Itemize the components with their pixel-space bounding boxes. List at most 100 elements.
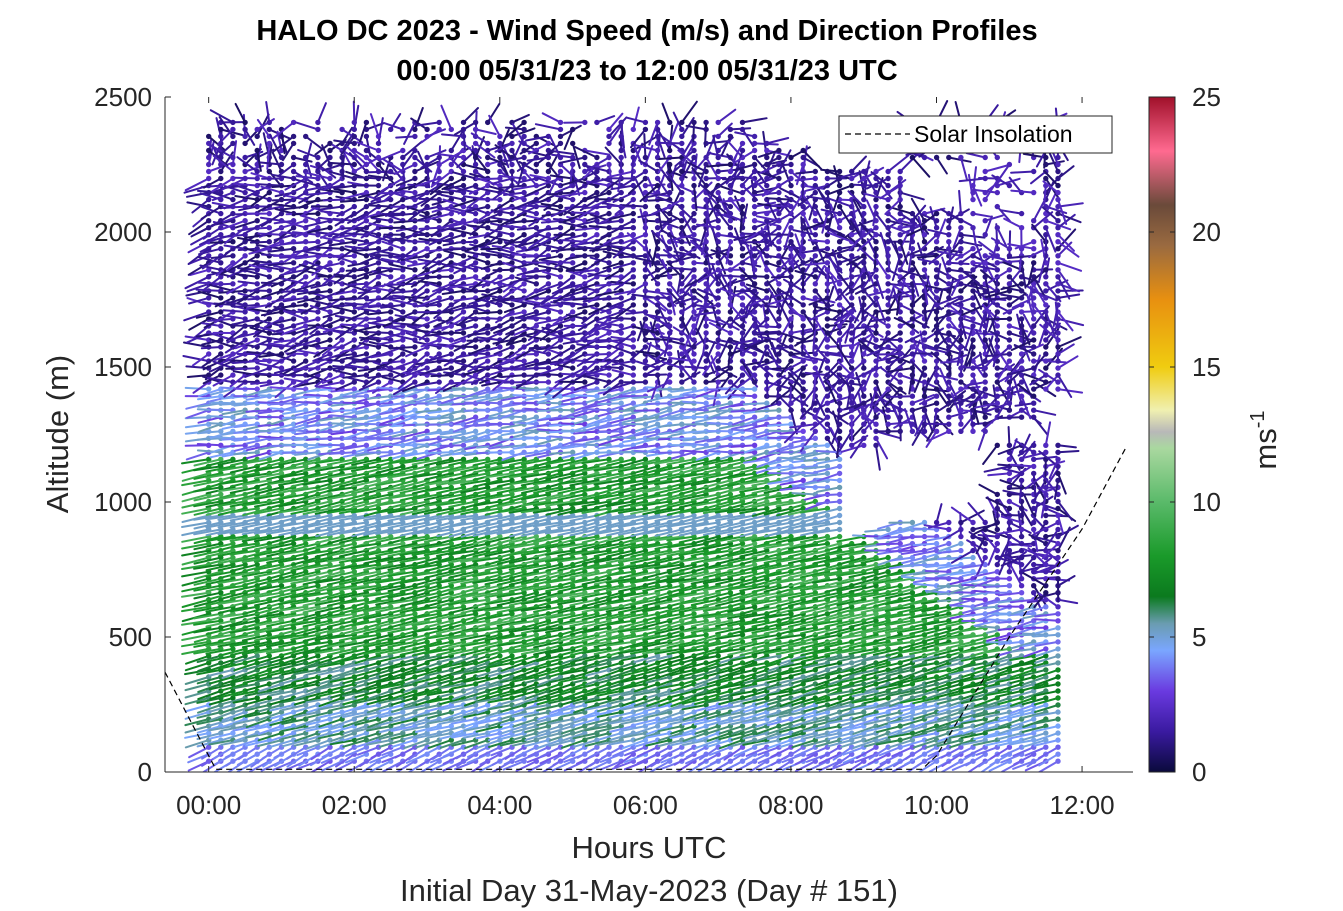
wind-barb-tail [193, 542, 222, 551]
wind-barb-tail [215, 117, 222, 138]
wind-barb-tail [193, 465, 222, 472]
wind-barb-tail [197, 690, 222, 701]
wind-barb-tail [212, 154, 234, 173]
wind-barb-tail [181, 472, 210, 482]
wind-barb-tail [193, 556, 222, 565]
wind-barb-tail [233, 387, 259, 391]
wind-barb-tail [220, 690, 247, 698]
wind-barb-point [375, 274, 382, 280]
wind-barb-tail [220, 353, 247, 364]
wind-barb-point [242, 576, 248, 582]
wind-barb-tail [330, 409, 356, 412]
wind-barb-point [412, 147, 418, 154]
wind-barb-tail [193, 486, 222, 493]
wind-barb-tail [233, 711, 259, 720]
wind-barb-tail [214, 310, 234, 324]
wind-barb-point [254, 147, 260, 154]
wind-barb-tail [193, 591, 222, 600]
wind-barb-point [218, 232, 224, 238]
wind-barb-tail [217, 612, 247, 619]
wind-barb-point [290, 140, 297, 147]
wind-barb-tail [181, 549, 210, 557]
wind-barb-tail [230, 563, 259, 573]
wind-barb-point [351, 119, 357, 126]
wind-barb-point [363, 351, 370, 357]
wind-barb-tail [221, 676, 247, 686]
wind-barb-tail [209, 711, 234, 722]
wind-barb-tail [229, 528, 259, 535]
wind-barb-tail [221, 314, 247, 320]
wind-barb-point [290, 274, 297, 280]
wind-barb-tail [181, 528, 210, 537]
wind-barb-tail [187, 261, 210, 276]
wind-barb-point [424, 316, 430, 322]
wind-barb-tail [237, 289, 259, 304]
wind-barb-tail [205, 591, 234, 601]
wind-barb-tail [249, 240, 271, 244]
wind-barb-tail [241, 542, 271, 551]
wind-barb-tail [229, 500, 259, 508]
wind-barb-tail [244, 704, 271, 712]
wind-barb-tail [218, 647, 247, 657]
wind-barb-tail [217, 577, 247, 585]
wind-barb-point [266, 196, 272, 203]
wind-barb-tail [181, 605, 210, 613]
wind-barb-point [424, 695, 430, 701]
wind-barb-point [206, 161, 212, 168]
wind-barb-tail [186, 409, 210, 419]
wind-barb-tail [242, 577, 271, 587]
wind-barb-point [460, 674, 467, 680]
wind-barb-tail [242, 563, 271, 573]
wind-barb-tail [241, 640, 271, 649]
wind-barb-tail [241, 556, 271, 563]
wind-barb-point [278, 323, 285, 329]
wind-barb-tail [208, 704, 234, 713]
wind-barb-tail [205, 514, 234, 521]
wind-barb-tail [181, 633, 210, 641]
wind-barb-tail [181, 507, 210, 515]
wind-barb-tail [293, 443, 319, 447]
wind-barb-tail [391, 346, 416, 350]
wind-barb-point [412, 175, 418, 182]
wind-barb-tail [205, 458, 234, 467]
wind-barb-point [218, 744, 224, 750]
wind-barb-tail [388, 282, 416, 286]
wind-barb-point [290, 316, 297, 322]
wind-barb-tail [217, 493, 247, 501]
wind-barb-tail [480, 317, 501, 320]
wind-barb-point [254, 561, 260, 568]
wind-barb-point [375, 407, 382, 413]
wind-barb-point [242, 309, 248, 315]
wind-barb-tail [226, 296, 247, 305]
wind-barb-point [206, 730, 212, 736]
wind-barb-tail [221, 732, 247, 742]
wind-barb-tail [208, 697, 234, 706]
wind-barb-point [400, 309, 406, 315]
wind-barb-tail [229, 521, 259, 529]
wind-barb-tail [187, 240, 210, 254]
wind-barb-point [472, 168, 479, 175]
wind-barb-tail [322, 198, 344, 202]
wind-barb-tail [205, 549, 234, 558]
wind-barb-point [497, 133, 503, 140]
wind-barb-tail [209, 109, 234, 124]
wind-barb-point [327, 316, 333, 322]
chart-title: HALO DC 2023 - Wind Speed (m/s) and Dire… [256, 15, 1037, 47]
wind-barb-point [412, 225, 418, 231]
wind-barb-tail [475, 408, 501, 412]
wind-barb-tail [218, 619, 247, 630]
wind-barb-point [266, 274, 272, 280]
wind-barb-point [448, 175, 454, 182]
wind-barb-tail [232, 725, 259, 732]
wind-barb-tail [229, 647, 259, 657]
wind-barb-point [218, 456, 224, 462]
wind-barb-tail [182, 355, 210, 363]
wind-barb-point [509, 232, 515, 238]
wind-barb-tail [234, 102, 247, 124]
wind-barb-point [242, 330, 248, 336]
wind-barb-tail [233, 668, 259, 679]
wind-barb-tail [217, 465, 247, 472]
wind-barb-tail [234, 176, 259, 180]
wind-barb-point [242, 561, 248, 568]
wind-barb-tail [205, 570, 234, 578]
